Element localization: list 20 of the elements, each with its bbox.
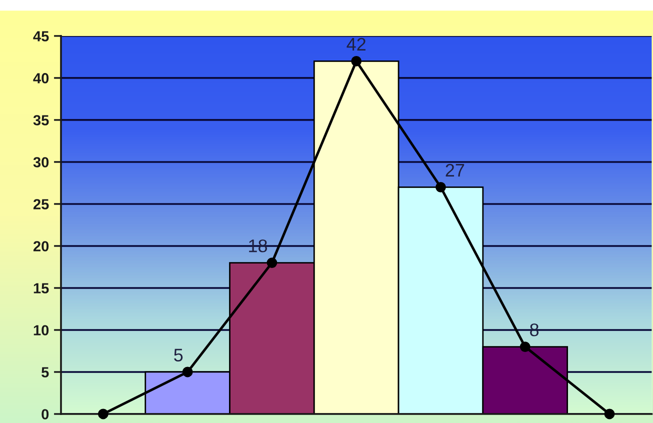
point [266, 258, 278, 268]
y-tick-label: 25 [33, 199, 49, 210]
point [604, 408, 615, 420]
y-tick-label: 15 [34, 283, 49, 294]
point [436, 182, 446, 192]
y-tick-label: 20 [33, 241, 49, 252]
y-tick-label: 40 [33, 73, 49, 84]
y-tick-label: 35 [33, 115, 49, 126]
point [351, 56, 362, 66]
data-label: 42 [346, 38, 366, 50]
point [98, 408, 108, 420]
data-label: 5 [174, 348, 183, 362]
y-tick-label: 0 [42, 409, 49, 420]
y-tick-label: 5 [42, 367, 49, 378]
y-tick-label: 10 [34, 325, 49, 336]
data-label: 27 [446, 164, 464, 176]
point [520, 342, 530, 352]
point [182, 366, 193, 378]
y-tick-label: 30 [33, 157, 49, 168]
y-tick-label: 45 [33, 31, 49, 42]
